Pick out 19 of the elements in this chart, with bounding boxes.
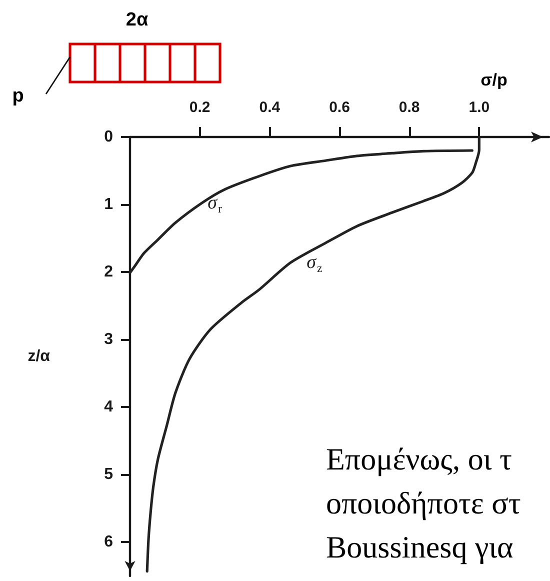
annotation: Επομένως, οι τ <box>326 442 512 476</box>
y-axis-title: z/α <box>28 348 50 365</box>
y-tick-label: 1 <box>104 196 114 214</box>
x-tick-label: 0.6 <box>329 99 350 116</box>
y-tick-label: 6 <box>104 534 114 551</box>
x-tick-label: 0.8 <box>398 99 420 116</box>
text: p <box>12 86 24 106</box>
annotation: Boussinesq για <box>326 530 514 564</box>
y-tick-label: 0 <box>104 128 114 146</box>
x-tick-label: 1.0 <box>468 99 490 116</box>
x-tick-label: 0.2 <box>189 99 210 116</box>
x-tick-label: 0.4 <box>259 99 281 116</box>
y-tick-label: 3 <box>104 331 114 348</box>
annotation: οποιοδήποτε στ <box>326 486 521 520</box>
x-axis-title: σ/p <box>480 70 508 90</box>
y-tick-label: 2 <box>104 264 114 281</box>
y-tick-label: 4 <box>104 398 114 416</box>
text: 2α <box>126 10 148 30</box>
y-tick-label: 5 <box>104 466 114 484</box>
